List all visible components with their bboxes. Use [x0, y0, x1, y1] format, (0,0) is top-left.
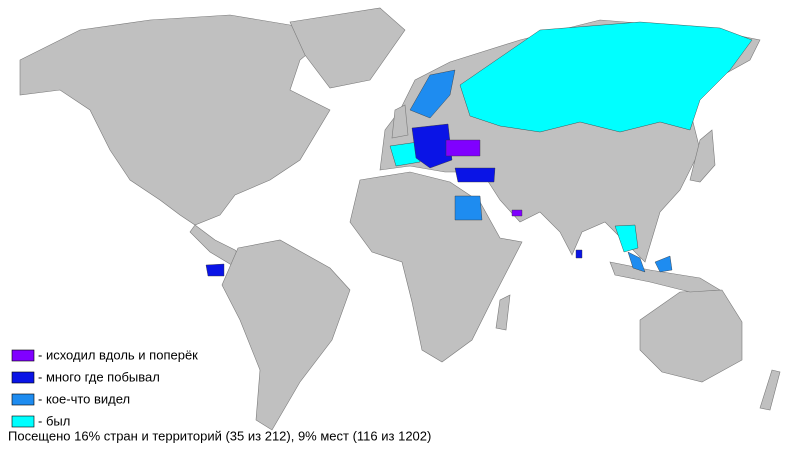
footer: Посещено 16% стран и территорий (35 из 2…: [8, 428, 431, 443]
egypt: [454, 195, 483, 221]
south-america: [221, 239, 351, 431]
turkey: [454, 167, 496, 183]
legend-label: - много где побывал: [38, 369, 160, 384]
uae: [511, 209, 523, 217]
legend-swatch: [11, 393, 35, 406]
malaysia: [627, 251, 646, 273]
legend: - исходил вдоль и поперёк - много где поб…: [11, 347, 198, 428]
thailand: [614, 224, 639, 253]
legend-label: - кое-что видел: [38, 391, 130, 406]
australia: [639, 289, 743, 383]
north-america: [19, 14, 331, 226]
greenland: [289, 7, 406, 89]
russia: [459, 21, 753, 133]
new-zealand: [759, 369, 781, 411]
sri-lanka: [575, 249, 583, 259]
legend-swatch: [11, 415, 35, 428]
madagascar: [495, 294, 511, 331]
ukraine-romania: [445, 139, 481, 157]
legend-label: - исходил вдоль и поперёк: [38, 347, 198, 362]
uk: [391, 104, 409, 139]
legend-label: - был: [38, 413, 70, 428]
ecuador: [205, 263, 225, 277]
central-europe: [411, 123, 453, 169]
legend-swatch: [11, 371, 35, 384]
borneo: [654, 255, 673, 273]
africa: [349, 171, 523, 363]
spain: [389, 141, 421, 167]
visited: [205, 21, 753, 277]
scandinavia: [409, 69, 456, 119]
legend-swatch: [11, 349, 35, 362]
japan: [689, 129, 716, 183]
